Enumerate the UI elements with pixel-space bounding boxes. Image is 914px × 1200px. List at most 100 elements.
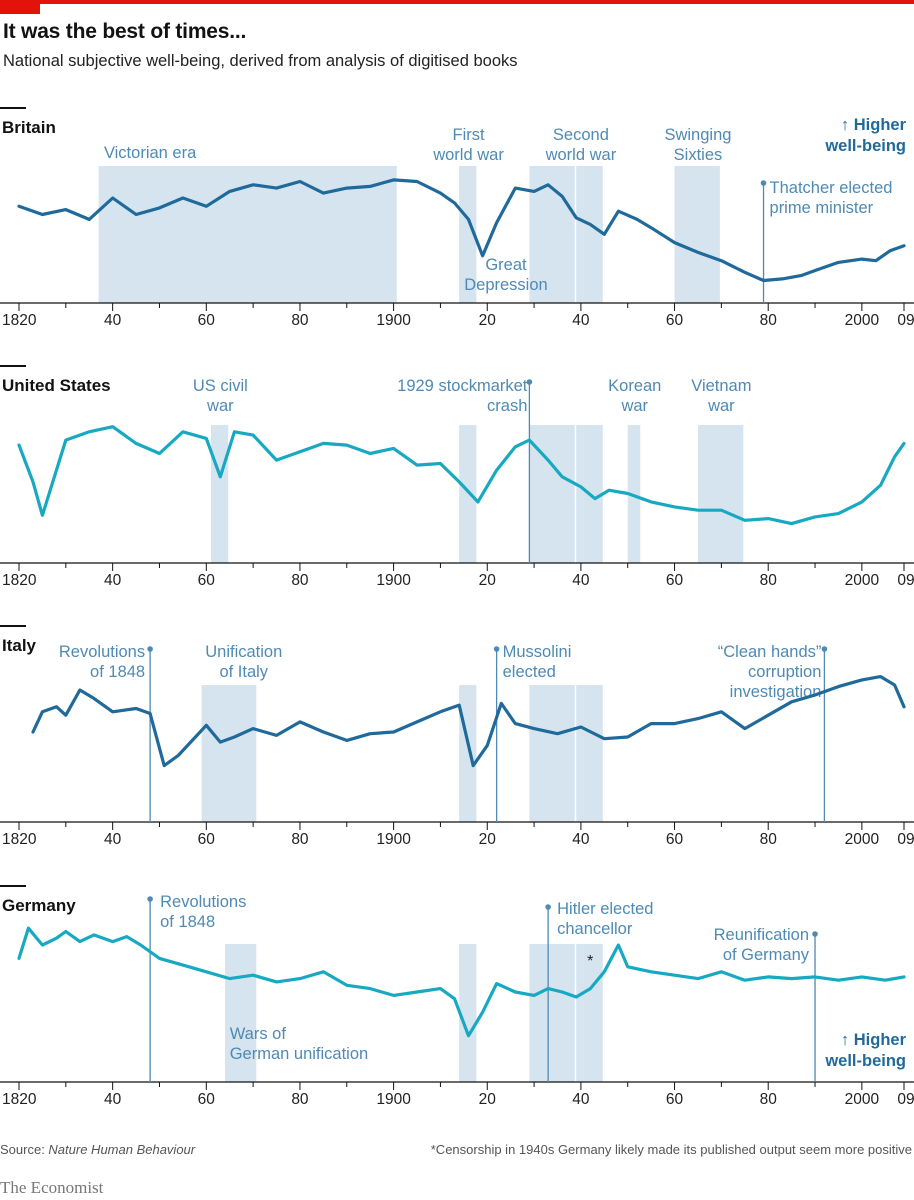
italy-period-label: of Italy xyxy=(219,663,268,681)
source-label: Source: xyxy=(0,1142,49,1157)
britain-x-tick-label: 2000 xyxy=(845,312,880,329)
italy-x-tick-label: 80 xyxy=(291,831,309,848)
italy-event-label: of 1848 xyxy=(90,663,145,681)
britain-x-tick-label: 40 xyxy=(104,312,122,329)
united-states-period-label: war xyxy=(707,397,735,415)
germany-event-dot xyxy=(147,896,153,902)
united-states-event-dot xyxy=(526,379,533,385)
italy-country-label: Italy xyxy=(2,636,37,655)
italy-x-tick-label: 1900 xyxy=(376,831,411,848)
united-states-x-tick-label: 80 xyxy=(291,572,309,589)
germany-x-tick-label: 60 xyxy=(666,1091,684,1108)
britain-x-tick-label: 40 xyxy=(572,312,590,329)
united-states-x-tick-label: 09 xyxy=(897,572,914,589)
italy-shaded-period xyxy=(201,685,257,822)
italy-period-label: Unification xyxy=(205,643,282,661)
italy-event-dot xyxy=(147,646,153,652)
germany-x-tick-label: 40 xyxy=(104,1091,122,1108)
italy-shaded-period xyxy=(529,685,575,822)
germany-shaded-period xyxy=(529,944,575,1082)
united-states-x-tick-label: 1900 xyxy=(376,572,411,589)
britain-shaded-period xyxy=(674,166,720,303)
italy-shaded-period xyxy=(459,685,477,822)
source-name: Nature Human Behaviour xyxy=(48,1142,196,1157)
italy-x-tick-label: 20 xyxy=(479,831,497,848)
germany-x-tick-label: 80 xyxy=(760,1091,778,1108)
italy-event-label: corruption xyxy=(748,663,821,681)
germany-event-dot xyxy=(545,904,551,910)
britain-series-line xyxy=(17,178,906,283)
germany-event-dot xyxy=(812,931,818,937)
germany-x-tick-label: 20 xyxy=(479,1091,497,1108)
united-states-x-tick-label: 40 xyxy=(104,572,122,589)
united-states-period-label: war xyxy=(206,397,234,415)
britain-x-tick-label: 60 xyxy=(666,312,684,329)
united-states-period-label: US civil xyxy=(193,377,248,395)
germany-x-tick-label: 09 xyxy=(897,1091,914,1108)
germany-event-label: Hitler elected xyxy=(557,900,653,918)
britain-x-tick-label: 20 xyxy=(479,312,497,329)
germany-x-tick-label: 2000 xyxy=(845,1091,880,1108)
britain-x-tick-label: 80 xyxy=(760,312,778,329)
britain-x-tick-label: 60 xyxy=(198,312,216,329)
united-states-x-tick-label: 2000 xyxy=(845,572,880,589)
united-states-shaded-period xyxy=(627,425,641,563)
germany-x-tick-label: 60 xyxy=(198,1091,216,1108)
germany-series-line xyxy=(17,926,906,1038)
chart-title: It was the best of times... xyxy=(3,20,247,43)
red-tag xyxy=(0,0,40,14)
britain-period-label: Great xyxy=(485,256,527,274)
germany-period-label: Wars of xyxy=(230,1025,287,1043)
italy-event-label: elected xyxy=(503,663,556,681)
italy-x-tick-label: 40 xyxy=(104,831,122,848)
italy-x-tick-label: 40 xyxy=(572,831,590,848)
britain-event-label: prime minister xyxy=(770,199,874,217)
britain-period-label: Sixties xyxy=(674,146,723,164)
united-states-x-tick-label: 1820 xyxy=(2,572,37,589)
united-states-event-label: 1929 stockmarket xyxy=(397,377,528,395)
germany-event-label: of 1848 xyxy=(160,913,215,931)
italy-event-label: Mussolini xyxy=(503,643,572,661)
italy-event-dot xyxy=(493,646,500,652)
united-states-x-tick-label: 20 xyxy=(479,572,497,589)
britain-shaded-period xyxy=(459,166,477,303)
britain-event-dot xyxy=(760,180,767,186)
united-states-x-tick-label: 40 xyxy=(572,572,590,589)
germany-period-label: German unification xyxy=(230,1045,369,1063)
britain-period-label: world war xyxy=(432,146,504,164)
united-states-shaded-period xyxy=(697,425,744,563)
italy-event-label: investigation xyxy=(730,683,822,701)
britain-period-label: First xyxy=(452,126,484,144)
italy-x-tick-label: 80 xyxy=(760,831,778,848)
united-states-period-label: war xyxy=(620,397,648,415)
united-states-period-label: Korean xyxy=(608,377,661,395)
germany-event-label: chancellor xyxy=(557,920,633,938)
italy-x-tick-label: 60 xyxy=(198,831,216,848)
united-states-x-tick-label: 80 xyxy=(760,572,778,589)
germany-x-tick-label: 80 xyxy=(291,1091,309,1108)
britain-x-tick-label: 1900 xyxy=(376,312,411,329)
united-states-x-tick-label: 60 xyxy=(198,572,216,589)
britain-x-tick-label: 09 xyxy=(897,312,914,329)
britain-higher-label: well-being xyxy=(824,137,906,155)
italy-series-line xyxy=(31,675,906,768)
brand-logo: The Economist xyxy=(0,1178,104,1197)
germany-x-tick-label: 1900 xyxy=(376,1091,411,1108)
italy-shaded-period xyxy=(576,685,603,822)
germany-event-label: Revolutions xyxy=(160,893,246,911)
united-states-series-line xyxy=(17,425,906,526)
italy-x-tick-label: 2000 xyxy=(845,831,880,848)
britain-period-label: Depression xyxy=(464,276,547,294)
chart-subtitle: National subjective well-being, derived … xyxy=(3,52,518,70)
united-states-period-label: Vietnam xyxy=(691,377,751,395)
united-states-shaded-period xyxy=(210,425,229,563)
italy-event-label: “Clean hands” xyxy=(718,643,822,661)
britain-higher-label: ↑ Higher xyxy=(841,116,907,134)
germany-asterisk: * xyxy=(587,953,593,970)
britain-period-label: Second xyxy=(553,126,609,144)
italy-x-tick-label: 1820 xyxy=(2,831,37,848)
top-red-rule xyxy=(0,0,914,4)
united-states-event-label: crash xyxy=(487,397,527,415)
germany-x-tick-label: 40 xyxy=(572,1091,590,1108)
